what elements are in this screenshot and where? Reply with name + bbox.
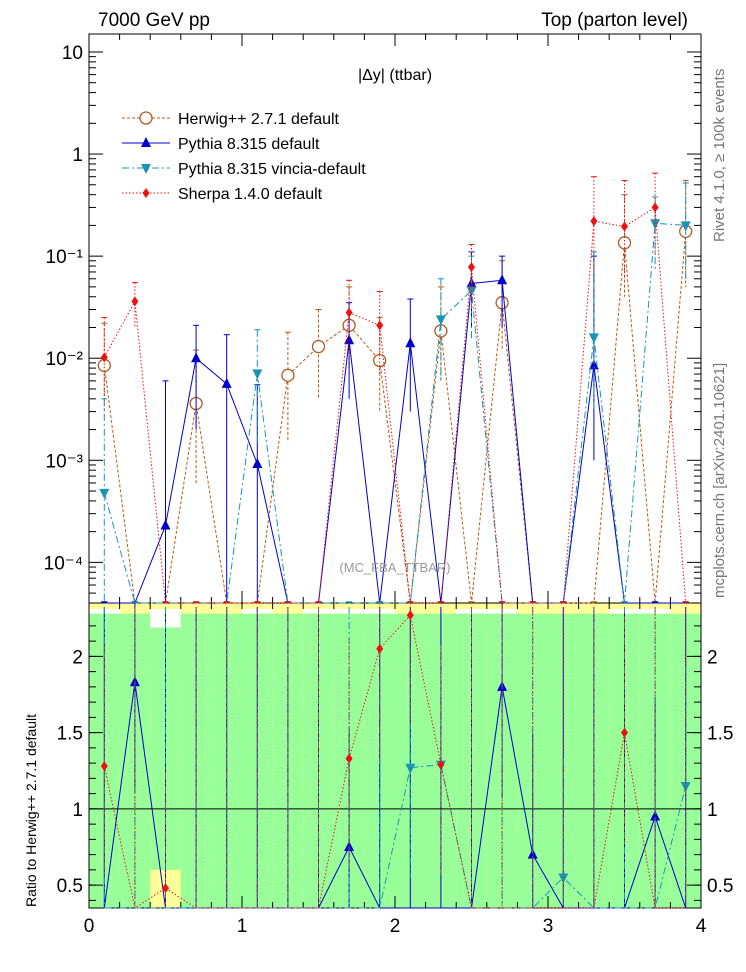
data-point bbox=[344, 334, 355, 345]
ratio-bands bbox=[89, 603, 701, 908]
data-point bbox=[435, 315, 446, 326]
ratio-point bbox=[437, 759, 445, 770]
series-line bbox=[103, 231, 687, 604]
ratio-point bbox=[162, 883, 169, 894]
legend-marker bbox=[141, 164, 151, 174]
ratio-tick-label: 0.5 bbox=[57, 876, 83, 897]
ratio-series-2 bbox=[100, 603, 687, 909]
ratio-point bbox=[405, 763, 416, 774]
x-tick-label: 3 bbox=[543, 916, 554, 937]
plot-title: |Δy| (ttbar) bbox=[358, 67, 432, 84]
legend-entry: Pythia 8.315 vincia-default bbox=[122, 161, 366, 178]
data-point bbox=[252, 369, 263, 380]
ratio-point bbox=[100, 761, 108, 772]
ratio-series-line bbox=[104, 764, 687, 909]
data-point bbox=[497, 274, 508, 285]
legend-entry: Pythia 8.315 default bbox=[122, 136, 320, 153]
axes: 0 1 2 3 4 10 1 10⁻¹ 10⁻² 10⁻³ 10⁻⁴ 0.5 0.5 1 1 1.5 1.5 2 2 bbox=[44, 34, 733, 937]
data-point bbox=[590, 216, 598, 227]
ratio-point bbox=[621, 727, 628, 738]
data-point bbox=[252, 457, 263, 468]
series-2 bbox=[99, 182, 691, 604]
data-point bbox=[621, 221, 628, 232]
data-point bbox=[160, 519, 171, 530]
y-tick-label: 1 bbox=[72, 145, 83, 166]
rivet-label: Rivet 4.1.0, ≥ 100k events bbox=[711, 69, 728, 242]
ratio-tick-label: 2 bbox=[72, 647, 83, 668]
ratio-tick-label-right: 1.5 bbox=[707, 724, 733, 745]
data-point bbox=[405, 337, 416, 348]
y-tick-label: 10 bbox=[62, 43, 83, 64]
ratio-point bbox=[558, 873, 569, 884]
x-tick-label: 1 bbox=[237, 916, 248, 937]
data-point bbox=[651, 202, 659, 213]
x-tick-label: 2 bbox=[390, 916, 401, 937]
legend-marker bbox=[141, 137, 151, 147]
y-tick-label: 10⁻² bbox=[46, 349, 84, 370]
legend-entry: Herwig++ 2.7.1 default bbox=[122, 111, 340, 128]
ratio-point bbox=[650, 810, 661, 821]
data-point bbox=[373, 353, 387, 368]
y-tick-label: 10⁻¹ bbox=[46, 247, 84, 268]
analysis-watermark: (MC_FBA_TTBAR) bbox=[339, 560, 450, 575]
data-point bbox=[345, 307, 353, 318]
energy-label: 7000 GeV pp bbox=[98, 10, 210, 31]
ratio-series-line bbox=[103, 614, 686, 909]
series-3 bbox=[100, 172, 689, 604]
series-0 bbox=[97, 180, 693, 604]
y-tick-label: 10⁻⁴ bbox=[44, 553, 83, 574]
ratio-tick-label-right: 2 bbox=[707, 647, 718, 668]
ratio-layer bbox=[100, 603, 691, 909]
x-tick-label: 4 bbox=[696, 916, 707, 937]
ratio-point bbox=[345, 753, 353, 764]
series-1 bbox=[101, 251, 689, 604]
ratio-tick-label: 1 bbox=[72, 800, 83, 821]
legend-marker bbox=[139, 111, 153, 125]
series-line bbox=[103, 206, 687, 604]
ratio-tick-label-right: 1 bbox=[707, 800, 718, 821]
ratio-tick-label-right: 0.5 bbox=[707, 876, 733, 897]
legend-label: Sherpa 1.4.0 default bbox=[178, 186, 323, 203]
legend-entry: Sherpa 1.4.0 default bbox=[122, 186, 323, 203]
data-point bbox=[131, 296, 139, 307]
data-point bbox=[191, 352, 202, 363]
data-point bbox=[99, 488, 110, 499]
legend-marker bbox=[142, 188, 150, 198]
mcplots-label: mcplots.cern.ch [arXiv:2401.10621] bbox=[711, 363, 728, 598]
legend: Herwig++ 2.7.1 default Pythia 8.315 defau… bbox=[122, 111, 366, 203]
data-point bbox=[281, 368, 295, 382]
data-point bbox=[617, 236, 632, 250]
legend-label: Pythia 8.315 default bbox=[178, 136, 320, 153]
data-point bbox=[376, 320, 384, 331]
ratio-point bbox=[406, 610, 414, 621]
ratio-tick-label: 1.5 bbox=[57, 724, 83, 745]
data-point bbox=[650, 219, 661, 230]
data-point bbox=[468, 262, 475, 273]
legend-label: Pythia 8.315 vincia-default bbox=[178, 161, 366, 178]
series-line bbox=[103, 222, 686, 604]
data-point bbox=[466, 286, 477, 297]
legend-label: Herwig++ 2.7.1 default bbox=[178, 111, 340, 128]
data-point bbox=[680, 221, 691, 232]
data-point bbox=[221, 377, 232, 388]
data-point bbox=[588, 359, 599, 370]
process-label: Top (parton level) bbox=[541, 10, 688, 31]
y-tick-label: 10⁻³ bbox=[46, 451, 84, 472]
series-layer bbox=[97, 172, 693, 604]
ratio-axis-label: Ratio to Herwig++ 2.7.1 default bbox=[23, 714, 39, 907]
x-tick-label: 0 bbox=[84, 916, 95, 937]
data-point bbox=[100, 352, 108, 363]
series-line bbox=[104, 279, 686, 604]
ratio-point bbox=[376, 643, 384, 654]
data-point bbox=[311, 339, 326, 354]
data-point bbox=[588, 333, 599, 344]
